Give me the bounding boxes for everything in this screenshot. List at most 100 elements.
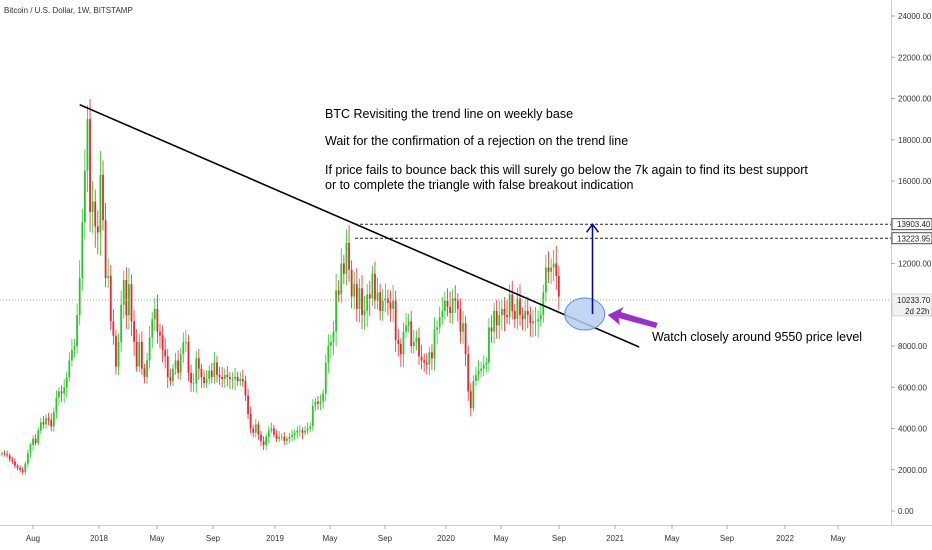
candle-body bbox=[65, 376, 68, 388]
candle-body bbox=[278, 436, 281, 439]
candle-body bbox=[151, 319, 154, 338]
candle-body bbox=[332, 331, 335, 342]
candle-body bbox=[459, 308, 462, 332]
candle-body bbox=[428, 352, 431, 365]
candle-body bbox=[161, 335, 164, 351]
candle-body bbox=[314, 401, 317, 406]
price-tick-label: 22000.00 bbox=[898, 53, 932, 62]
candle-body bbox=[441, 310, 444, 318]
candle-body bbox=[177, 360, 180, 373]
candle-body bbox=[337, 290, 340, 295]
candle-body bbox=[524, 310, 527, 320]
candle-body bbox=[122, 280, 125, 305]
candle-body bbox=[63, 387, 66, 394]
candle-body bbox=[27, 453, 29, 464]
candle-body bbox=[71, 350, 73, 361]
price-tick-label: 18000.00 bbox=[898, 136, 932, 145]
candle-body bbox=[298, 430, 301, 432]
candle-body bbox=[234, 376, 236, 379]
time-tick-label: 2020 bbox=[437, 534, 455, 543]
price-tick-label: 24000.00 bbox=[898, 12, 932, 21]
time-tick-label: May bbox=[664, 534, 679, 543]
candle-body bbox=[311, 405, 314, 427]
candle-body bbox=[273, 428, 275, 435]
candle-body bbox=[182, 341, 185, 355]
candle-body bbox=[322, 393, 325, 402]
annotation-line-2: Wait for the confirmation of a rejection… bbox=[325, 134, 628, 148]
candle-body bbox=[475, 374, 477, 382]
candle-body bbox=[117, 341, 120, 367]
candle-body bbox=[94, 201, 97, 227]
candle-body bbox=[218, 374, 221, 377]
price-tag-low[interactable]: 13223.95 bbox=[891, 232, 932, 245]
candle-body bbox=[83, 170, 86, 223]
candle-body bbox=[550, 267, 552, 272]
candle-body bbox=[345, 242, 348, 274]
candle-body bbox=[148, 337, 151, 361]
candle-body bbox=[58, 391, 60, 398]
candle-body bbox=[247, 395, 249, 415]
candle-body bbox=[133, 321, 135, 342]
price-tick-label: 6000.00 bbox=[898, 383, 927, 392]
price-tick-label: 8000.00 bbox=[898, 342, 927, 351]
candle-body bbox=[37, 430, 40, 443]
time-tick-label: May bbox=[149, 534, 164, 543]
candle-body bbox=[205, 379, 208, 384]
time-tick-label: Sep bbox=[378, 534, 393, 543]
time-tick-label: 2018 bbox=[90, 534, 108, 543]
price-tick-label: 16000.00 bbox=[898, 177, 932, 186]
candle-body bbox=[438, 317, 441, 328]
candle-body bbox=[128, 284, 130, 316]
candle-body bbox=[172, 368, 174, 382]
support-zone-ellipse[interactable] bbox=[564, 297, 606, 331]
annotation-line-3: If price fails to bounce back this will … bbox=[325, 163, 808, 177]
candle-body bbox=[81, 222, 84, 278]
candle-body bbox=[55, 397, 58, 412]
candle-body bbox=[29, 445, 32, 454]
candle-body bbox=[19, 467, 22, 470]
candle-body bbox=[389, 302, 392, 309]
price-tag-last[interactable]: 10233.70 2d 22h bbox=[891, 293, 932, 317]
candle-body bbox=[495, 310, 498, 326]
time-axis[interactable]: Aug 2018 May Sep 2019 May Sep 2020 May Sep 2021 May… bbox=[26, 525, 846, 543]
candle-body bbox=[153, 308, 156, 320]
candle-body bbox=[521, 315, 524, 320]
candle-body bbox=[513, 310, 516, 320]
candle-body bbox=[213, 362, 216, 377]
annotation-watch: Watch closely around 9550 price level bbox=[652, 330, 862, 344]
candle-body bbox=[366, 294, 369, 311]
candle-body bbox=[526, 310, 529, 316]
candle-body bbox=[91, 201, 94, 212]
candle-body bbox=[506, 315, 508, 318]
time-tick-label: Aug bbox=[26, 534, 40, 543]
annotation-line-4: or to complete the triangle with false b… bbox=[325, 178, 634, 192]
candle-body bbox=[192, 383, 195, 384]
trend-line[interactable] bbox=[79, 103, 640, 348]
candle-body bbox=[265, 436, 268, 445]
up-arrow[interactable] bbox=[585, 222, 600, 315]
candle-body bbox=[516, 298, 519, 320]
time-tick-label: May bbox=[493, 534, 508, 543]
candle-body bbox=[353, 284, 356, 297]
annotation-line-1: BTC Revisiting the trend line on weekly … bbox=[325, 107, 573, 121]
candle-body bbox=[68, 360, 71, 377]
candle-body bbox=[376, 292, 379, 301]
candle-body bbox=[547, 267, 550, 272]
candle-body bbox=[374, 273, 376, 301]
time-tick-label: Sep bbox=[720, 534, 735, 543]
time-tick-label: 2022 bbox=[776, 534, 794, 543]
candle-body bbox=[306, 428, 309, 431]
candle-body bbox=[355, 284, 358, 309]
price-tag-high[interactable]: 13903.40 bbox=[891, 218, 932, 231]
candle-body bbox=[16, 465, 19, 468]
price-axis[interactable]: 24000.00 22000.00 20000.00 18000.00 16000.00… bbox=[891, 12, 932, 516]
candle-body bbox=[280, 436, 283, 438]
candle-body bbox=[221, 376, 224, 379]
candle-body bbox=[555, 263, 558, 276]
purple-pointer-arrow[interactable] bbox=[607, 307, 658, 329]
candle-body bbox=[324, 362, 327, 394]
candle-body bbox=[469, 391, 472, 408]
price-tick-label: 2000.00 bbox=[898, 466, 927, 475]
candle-body bbox=[159, 331, 161, 336]
